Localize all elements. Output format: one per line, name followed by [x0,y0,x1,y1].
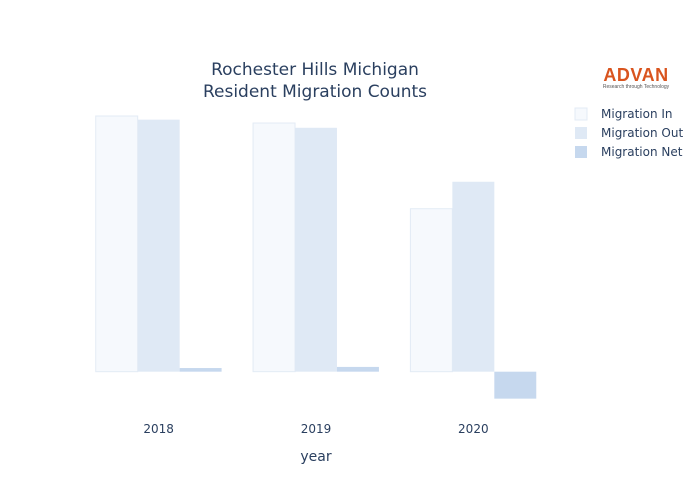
x-tick-labels: 2018 2019 2020 [143,422,488,436]
chart-title: Rochester Hills Michigan Resident Migrat… [203,60,427,102]
legend-swatch-migration-out[interactable] [575,127,587,139]
chart-title-line-2: Resident Migration Counts [203,82,427,102]
x-tick-label-2020: 2020 [458,422,489,436]
bar-migration-net-2019 [336,366,379,372]
bar-migration-net-2018 [179,368,222,372]
legend-swatch-migration-in[interactable] [574,107,588,121]
legend: Migration In Migration Out Migration Net [574,107,683,159]
bar-migration-in-2018 [95,115,139,373]
bar-migration-out-2019 [295,127,337,372]
bar-migration-in-2019 [252,122,296,373]
legend-label-migration-in[interactable]: Migration In [601,107,673,121]
x-tick-label-2019: 2019 [301,422,332,436]
legend-swatch-migration-net[interactable] [575,146,587,158]
bar-migration-in-2020 [409,208,453,373]
brand-name: ADVAN [603,65,669,85]
brand-logo: ADVAN Research through Technology [600,66,672,90]
x-axis-label: year [300,449,331,465]
brand-tagline: Research through Technology [602,84,670,90]
bar-migration-net-2020 [494,371,537,399]
bar-migration-out-2018 [137,119,180,372]
chart-title-line-1: Rochester Hills Michigan [211,60,419,80]
legend-label-migration-out[interactable]: Migration Out [601,126,683,140]
bars-group [95,115,537,399]
bar-migration-out-2020 [452,181,495,372]
x-tick-label-2018: 2018 [143,422,174,436]
legend-label-migration-net[interactable]: Migration Net [601,145,683,159]
